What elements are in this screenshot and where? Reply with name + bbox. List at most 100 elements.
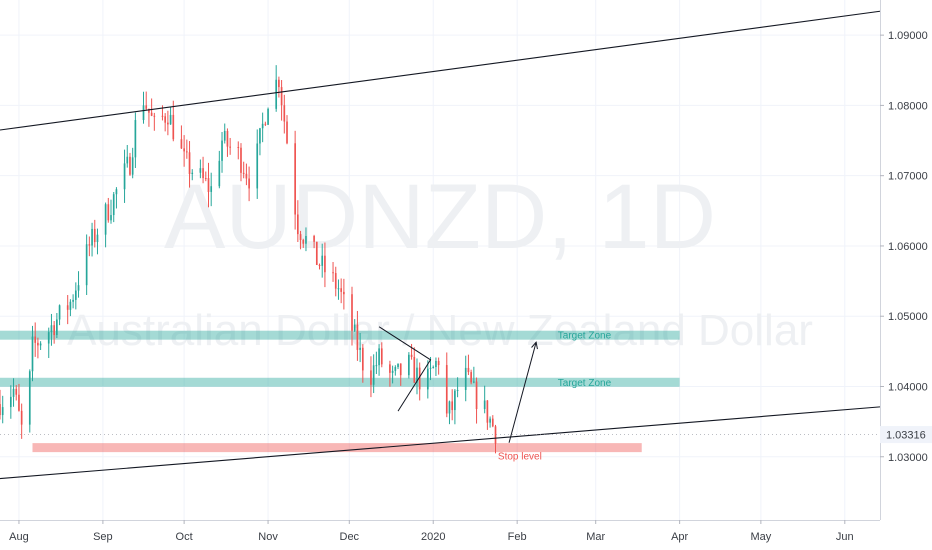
candle (34, 322, 37, 357)
candle-body (375, 365, 378, 367)
candle-body (315, 241, 318, 265)
candle-body (473, 381, 475, 383)
candle-body (142, 105, 145, 121)
candle (237, 141, 240, 160)
candle (91, 222, 93, 257)
candle-body (275, 79, 278, 109)
candle (261, 112, 264, 143)
watermark-symbol: AUDNZD, 1D (164, 166, 716, 268)
y-axis-labels: 1.09000 1.08000 1.07000 1.06000 1.05000 1.040… (880, 30, 928, 464)
candle-body (199, 168, 202, 173)
candle-body (470, 372, 472, 383)
candle-body (426, 368, 429, 390)
x-tick-label: Dec (340, 531, 360, 543)
candle-body (408, 354, 410, 376)
candle (361, 344, 364, 383)
candle-body (286, 121, 288, 144)
candle-body (432, 367, 435, 369)
candle-body (410, 354, 413, 357)
candle (451, 389, 454, 421)
channel-bottom (0, 406, 881, 480)
candle-body (180, 139, 183, 149)
candle (313, 234, 315, 249)
candle-body (340, 288, 343, 292)
candle (389, 360, 391, 387)
candle (169, 107, 172, 125)
candle (351, 286, 353, 346)
candle (318, 263, 321, 270)
candle-body (31, 336, 34, 372)
candle-body (150, 112, 153, 116)
candle-body (123, 163, 126, 190)
candle-body (489, 418, 491, 423)
candle-body (12, 388, 15, 397)
candle-body (378, 348, 380, 366)
candle (391, 365, 394, 384)
candle (435, 357, 437, 377)
candle-body (145, 105, 148, 109)
candle-body (53, 325, 55, 336)
candle-body (294, 143, 296, 215)
candle-body (248, 178, 250, 189)
candle-body (47, 332, 50, 344)
y-tick-label: 1.07000 (888, 171, 928, 183)
candle (148, 108, 150, 127)
y-tick-label: 1.09000 (888, 30, 928, 42)
candle (343, 278, 345, 310)
candle (256, 129, 259, 199)
candle (248, 166, 250, 202)
stop-zone-label: Stop level (498, 452, 542, 463)
last-price-marker: 1.03316 (880, 426, 932, 444)
candle-body (464, 367, 467, 390)
candle (223, 123, 226, 144)
candle-body (188, 152, 191, 174)
candle-body (259, 128, 261, 144)
candle-body (164, 116, 167, 123)
projection-arrow-head (531, 341, 538, 350)
candle (53, 320, 55, 344)
candles (0, 65, 497, 454)
candle-body (264, 123, 267, 125)
candle (202, 156, 204, 184)
x-tick-label: Jun (836, 531, 854, 543)
candle (370, 356, 372, 398)
candle-body (413, 356, 416, 383)
candle (429, 356, 432, 381)
candle (188, 141, 191, 188)
candle (437, 357, 440, 375)
candle (315, 241, 318, 266)
candle (112, 191, 115, 223)
candle-body (280, 87, 283, 106)
candle (191, 169, 194, 181)
candle (475, 377, 478, 424)
candle (167, 110, 169, 136)
candle (172, 100, 175, 142)
candle (280, 80, 283, 121)
candle (218, 150, 221, 189)
candle (337, 279, 340, 300)
candle-body (39, 343, 42, 346)
candle (123, 149, 126, 203)
candle (0, 389, 1, 420)
candle-body (356, 324, 359, 350)
target-zone-upper (0, 330, 680, 340)
candle-body (107, 204, 110, 221)
candle (221, 131, 223, 173)
candle-body (204, 178, 207, 180)
candle-body (283, 105, 286, 122)
candle-body (278, 79, 280, 88)
y-tick-label: 1.06000 (888, 241, 928, 253)
candle (245, 163, 248, 186)
candle (286, 115, 288, 145)
candle-body (313, 236, 315, 242)
candle (226, 128, 229, 157)
candle (340, 278, 343, 304)
drawings (0, 10, 881, 480)
candle (15, 385, 18, 401)
zones: Target Zone Target Zone Stop level (0, 330, 680, 463)
candle-body (104, 204, 107, 235)
candle (85, 234, 88, 295)
candle-body (167, 122, 169, 125)
candle (58, 304, 61, 326)
